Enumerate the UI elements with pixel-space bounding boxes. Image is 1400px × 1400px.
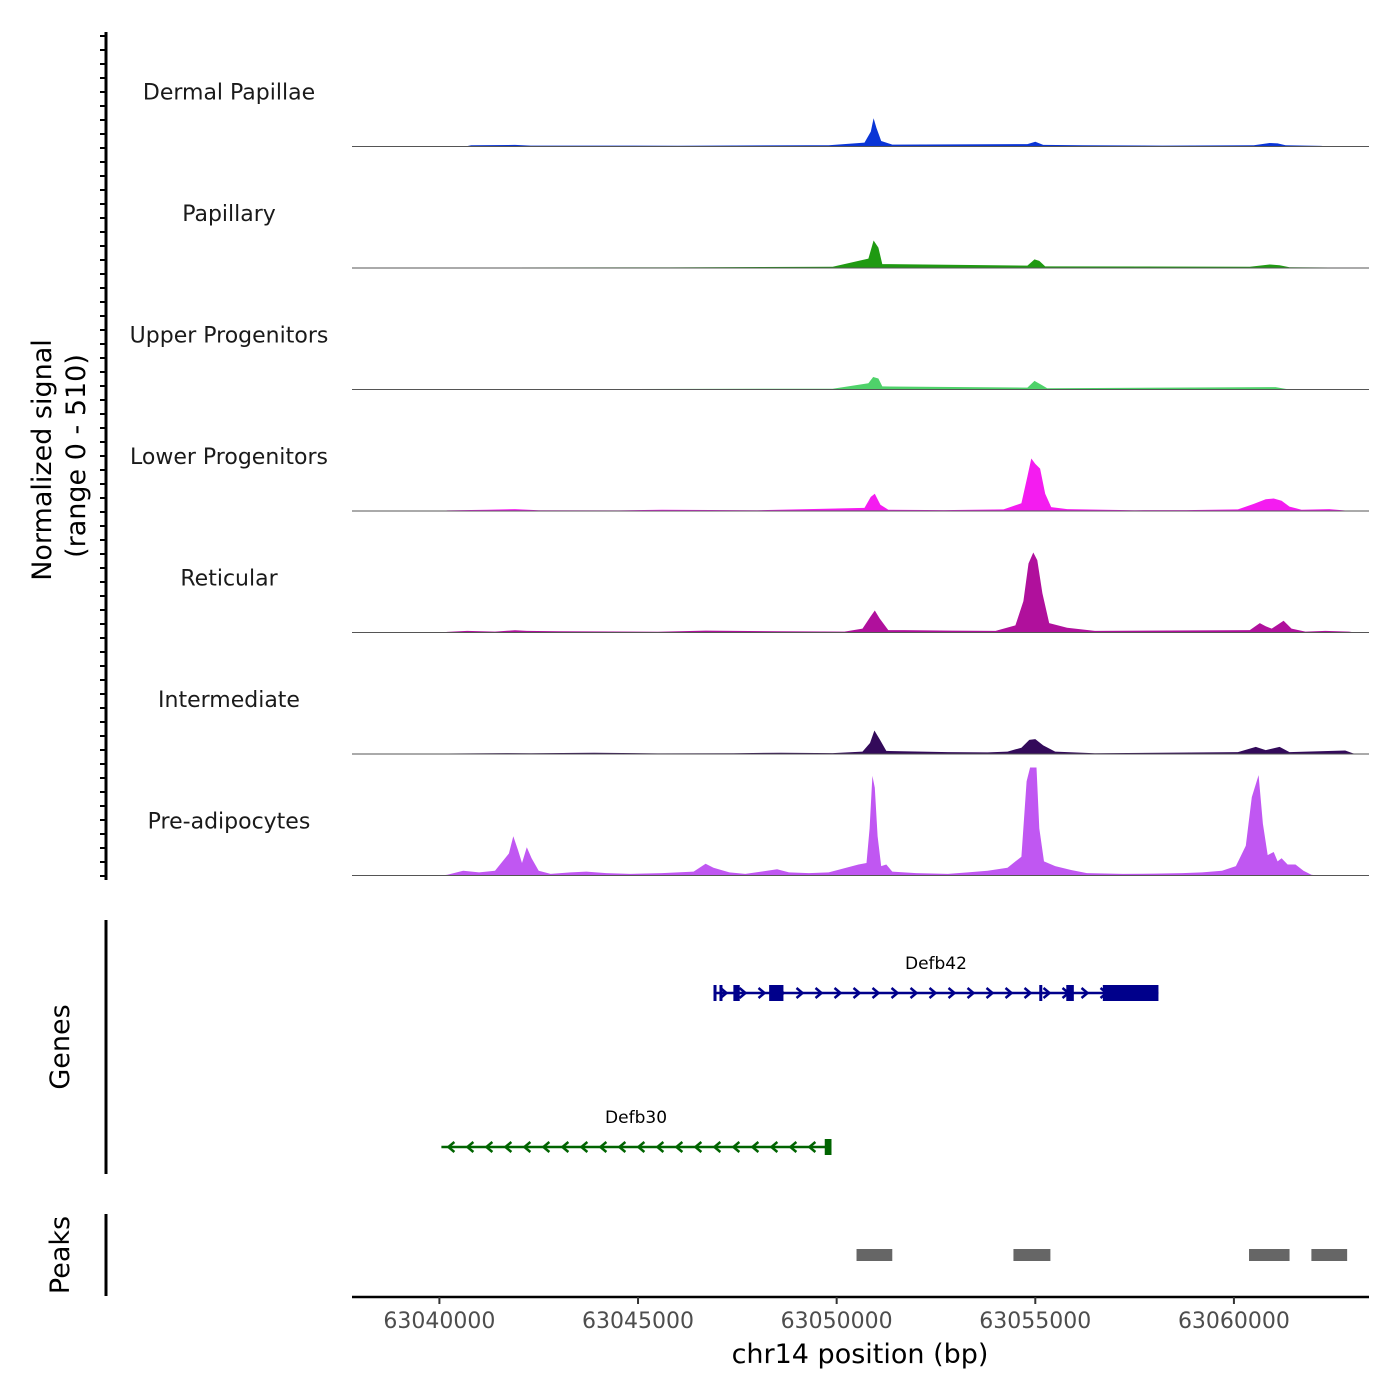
strand-arrow: [465, 1141, 475, 1153]
genes-section-title: Genes: [45, 1004, 76, 1089]
signal-tracks: Dermal Papillae Papillary Upper Progenitor…: [130, 81, 1369, 876]
gene-defb30: Defb30: [441, 1108, 832, 1155]
strand-arrow: [1080, 987, 1090, 999]
strand-arrow: [693, 1141, 703, 1153]
strand-arrow: [909, 987, 919, 999]
peak-bar: [1249, 1249, 1290, 1261]
signal-area: [352, 240, 1369, 268]
strand-arrow: [636, 1141, 646, 1153]
gene-annotations: Defb42 Defb30: [441, 954, 1159, 1155]
track-reticular: Reticular: [180, 552, 1369, 633]
strand-arrow: [1023, 987, 1033, 999]
y-axis-range: (range 0 - 510): [61, 354, 92, 558]
strand-arrow: [738, 987, 748, 999]
strand-arrow: [560, 1141, 570, 1153]
gene-exon: [713, 985, 717, 1001]
strand-arrow: [541, 1141, 551, 1153]
track-pre-adipocytes: Pre-adipocytes: [148, 767, 1369, 876]
signal-axis-ticks: [100, 35, 106, 877]
x-tick-label: 63055000: [979, 1309, 1091, 1334]
y-axis-title: Normalized signal: [27, 339, 58, 581]
strand-arrow: [833, 987, 843, 999]
track-label: Intermediate: [158, 688, 300, 713]
peak-regions: [856, 1249, 1348, 1261]
track-label: Pre-adipocytes: [148, 810, 311, 835]
signal-area: [352, 730, 1369, 754]
gene-exon: [824, 1139, 832, 1155]
peak-bar: [1013, 1249, 1051, 1261]
track-label: Papillary: [182, 202, 276, 227]
strand-arrow: [807, 1141, 817, 1153]
strand-arrow: [788, 1141, 798, 1153]
track-dermal-papillae: Dermal Papillae: [143, 81, 1369, 147]
strand-arrow: [598, 1141, 608, 1153]
gene-exon: [769, 985, 784, 1001]
strand-arrow: [750, 1141, 760, 1153]
peak-bar: [856, 1249, 893, 1261]
gene-label: Defb30: [605, 1108, 667, 1128]
track-papillary: Papillary: [182, 202, 1369, 269]
strand-arrow: [674, 1141, 684, 1153]
signal-area: [352, 458, 1369, 511]
gene-exon: [1066, 985, 1074, 1001]
track-label: Lower Progenitors: [130, 445, 328, 470]
signal-area: [352, 552, 1369, 633]
strand-arrow: [617, 1141, 627, 1153]
track-label: Reticular: [180, 567, 278, 592]
signal-area: [352, 767, 1369, 876]
strand-arrow: [769, 1141, 779, 1153]
x-tick-label: 63060000: [1178, 1309, 1290, 1334]
gene-defb42: Defb42: [713, 954, 1159, 1001]
gene-exon: [719, 985, 723, 1001]
strand-arrow: [484, 1141, 494, 1153]
track-lower-progenitors: Lower Progenitors: [130, 445, 1369, 512]
strand-arrow: [947, 987, 957, 999]
signal-area: [352, 118, 1369, 147]
gene-label: Defb42: [905, 954, 967, 974]
strand-arrow: [985, 987, 995, 999]
strand-arrow: [795, 987, 805, 999]
track-upper-progenitors: Upper Progenitors: [130, 324, 1369, 390]
track-label: Dermal Papillae: [143, 81, 315, 106]
strand-arrow: [928, 987, 938, 999]
strand-arrow: [446, 1141, 456, 1153]
peaks-section-title: Peaks: [45, 1216, 76, 1294]
gene-exon: [1039, 985, 1043, 1001]
strand-arrow: [712, 1141, 722, 1153]
x-tick-label: 63040000: [383, 1309, 495, 1334]
strand-arrow: [890, 987, 900, 999]
x-axis-ticks: 63040000 63045000 63050000 63055000 63060000: [383, 1297, 1290, 1334]
strand-arrow: [503, 1141, 513, 1153]
strand-arrow: [522, 1141, 532, 1153]
strand-arrow: [757, 987, 767, 999]
strand-arrow: [579, 1141, 589, 1153]
strand-arrow: [966, 987, 976, 999]
strand-arrow: [871, 987, 881, 999]
track-intermediate: Intermediate: [158, 688, 1369, 755]
strand-arrow: [1042, 987, 1052, 999]
x-axis-title: chr14 position (bp): [732, 1339, 989, 1370]
strand-arrow: [814, 987, 824, 999]
track-label: Upper Progenitors: [130, 324, 329, 349]
strand-arrow: [852, 987, 862, 999]
x-tick-label: 63050000: [781, 1309, 893, 1334]
x-tick-label: 63045000: [582, 1309, 694, 1334]
signal-area: [352, 377, 1369, 390]
peak-bar: [1311, 1249, 1348, 1261]
gene-exon: [733, 985, 740, 1001]
strand-arrow: [719, 987, 729, 999]
strand-arrow: [1004, 987, 1014, 999]
strand-arrow: [731, 1141, 741, 1153]
gene-exon: [1102, 985, 1159, 1001]
strand-arrow: [655, 1141, 665, 1153]
